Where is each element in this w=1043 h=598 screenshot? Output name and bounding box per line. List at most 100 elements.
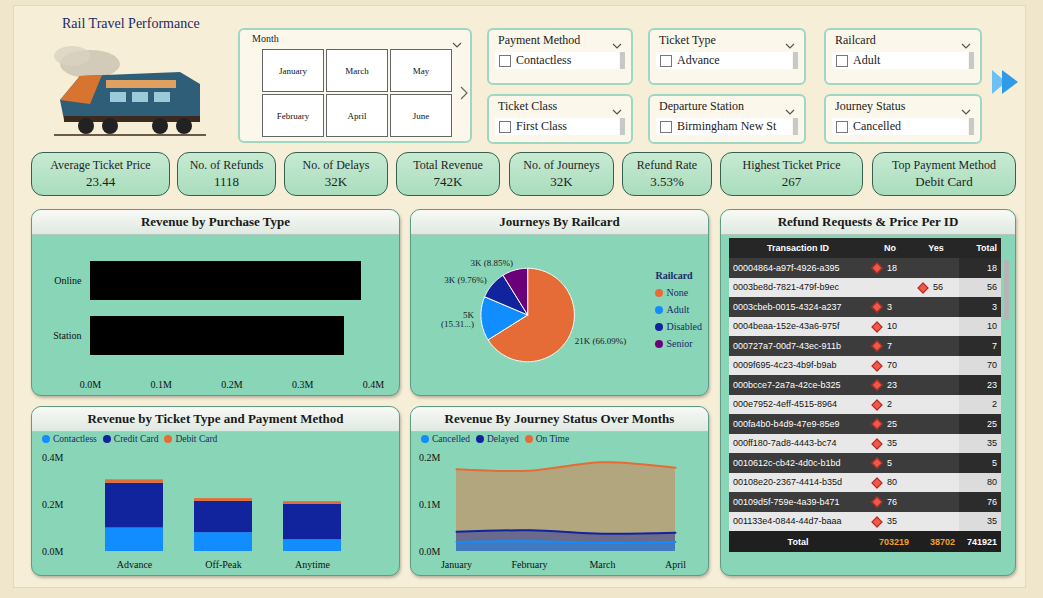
html-text:Senior: Senior	[666, 338, 693, 349]
svg-text:March: March	[589, 559, 615, 570]
html-text:First Class: First Class	[516, 119, 567, 133]
html-text:No: No	[884, 243, 896, 253]
html-text:Delayed: Delayed	[487, 434, 519, 444]
html-text:0004beaa-152e-43a6-975f: 0004beaa-152e-43a6-975f	[733, 321, 840, 332]
html-text:Total: Total	[976, 243, 997, 253]
html-text:00004864-a97f-4926-a395: 00004864-a97f-4926-a395	[733, 262, 840, 273]
html-text:Cancelled: Cancelled	[432, 434, 470, 444]
html-text:000bcce7-2a7a-42ce-b325: 000bcce7-2a7a-42ce-b325	[733, 379, 841, 390]
svg-text:Off-Peak: Off-Peak	[205, 559, 241, 570]
svg-text:0.4M: 0.4M	[42, 452, 64, 463]
html-text:March: March	[345, 65, 369, 76]
svg-text:21K (66.09%): 21K (66.09%)	[575, 336, 627, 346]
html-text:Average Ticket Price: Average Ticket Price	[50, 158, 151, 172]
html-text:000e7952-4eff-4515-8964: 000e7952-4eff-4515-8964	[733, 399, 837, 410]
svg-text:0.4M: 0.4M	[363, 379, 385, 390]
html-text:June: June	[412, 110, 430, 121]
html-text:Debit Card: Debit Card	[915, 174, 973, 189]
html-text:Payment Method: Payment Method	[498, 33, 581, 47]
html-text:Railcard: Railcard	[835, 33, 876, 47]
svg-text:Anytime: Anytime	[295, 559, 331, 570]
html-text:Departure Station: Departure Station	[659, 99, 744, 113]
html-text:No. of Refunds: No. of Refunds	[189, 158, 264, 172]
html-text:Birmingham New St: Birmingham New St	[677, 119, 777, 133]
html-text:Ticket Type: Ticket Type	[659, 33, 716, 47]
html-text:32K: 32K	[324, 174, 348, 189]
html-text:Adult: Adult	[853, 53, 881, 67]
html-text:Refund Requests & Price Per ID: Refund Requests & Price Per ID	[777, 214, 959, 229]
html-text:0003be8d-7821-479f-b9ec: 0003be8d-7821-479f-b9ec	[733, 282, 840, 293]
svg-text:0.1M: 0.1M	[419, 499, 441, 510]
html-text:00109d5f-759e-4a39-b471: 00109d5f-759e-4a39-b471	[733, 496, 840, 507]
html-text:18: 18	[887, 262, 897, 273]
html-text:Revenue by Ticket Type and Pay: Revenue by Ticket Type and Payment Metho…	[87, 411, 344, 426]
html-text:Advance: Advance	[677, 53, 720, 67]
svg-text:February: February	[511, 559, 547, 570]
html-text:Journey Status: Journey Status	[835, 99, 906, 113]
svg-text:3K (9.76%): 3K (9.76%)	[444, 275, 487, 285]
html-text:Disabled: Disabled	[666, 321, 702, 332]
svg-text:0.0M: 0.0M	[80, 379, 102, 390]
html-text:Month: Month	[252, 33, 279, 44]
svg-text:5K(15.31...): 5K(15.31...)	[441, 310, 475, 329]
html-text:Refund Rate: Refund Rate	[636, 158, 698, 172]
svg-text:Station: Station	[53, 330, 81, 341]
svg-text:3K (8.85%): 3K (8.85%)	[470, 258, 512, 268]
html-text:Journeys By Railcard: Journeys By Railcard	[499, 214, 620, 229]
html-text:Debit Card: Debit Card	[175, 434, 218, 444]
svg-text:April: April	[665, 559, 686, 570]
html-text:Rail Travel Performance: Rail Travel Performance	[62, 16, 200, 31]
html-text:February: February	[276, 110, 310, 121]
html-text:Contactless: Contactless	[516, 53, 572, 67]
html-text:Revenue By Journey Status Over: Revenue By Journey Status Over Months	[444, 411, 675, 426]
html-text:No. of Journeys: No. of Journeys	[523, 158, 600, 172]
html-text:000727a7-00d7-43ec-911b: 000727a7-00d7-43ec-911b	[733, 340, 841, 351]
html-text:0009f695-4c23-4b9f-b9ab: 0009f695-4c23-4b9f-b9ab	[733, 360, 837, 371]
svg-text:0.0M: 0.0M	[42, 546, 64, 557]
html-text:Contactless: Contactless	[53, 434, 97, 444]
html-text:23.44: 23.44	[85, 174, 116, 189]
svg-text:Advance: Advance	[117, 559, 153, 570]
html-text:32K: 32K	[550, 174, 573, 189]
svg-text:0.1M: 0.1M	[151, 379, 173, 390]
html-text:000fa4b0-b4d9-47e9-85e9: 000fa4b0-b4d9-47e9-85e9	[733, 418, 840, 429]
html-text:May: May	[412, 65, 430, 76]
svg-text:January: January	[441, 559, 472, 570]
html-text:January: January	[279, 65, 307, 76]
html-text:1118: 1118	[214, 174, 239, 189]
html-text:3.53%: 3.53%	[650, 174, 684, 189]
html-text:0010612c-cb42-4d0c-b1bd: 0010612c-cb42-4d0c-b1bd	[733, 457, 841, 468]
html-text:Cancelled: Cancelled	[853, 119, 901, 133]
html-text:267: 267	[781, 174, 802, 189]
html-text:Top Payment Method: Top Payment Method	[892, 158, 996, 172]
html-text:0003cbeb-0015-4324-a237: 0003cbeb-0015-4324-a237	[733, 301, 842, 312]
html-text:000ff180-7ad8-4443-bc74: 000ff180-7ad8-4443-bc74	[733, 438, 837, 449]
html-text:001133e4-0844-44d7-baaa: 001133e4-0844-44d7-baaa	[733, 516, 842, 527]
html-text:38702: 38702	[930, 536, 955, 547]
svg-text:0.3M: 0.3M	[292, 379, 314, 390]
html-text:Credit Card: Credit Card	[113, 434, 159, 444]
html-text:Total: Total	[787, 536, 809, 547]
html-text:Ticket Class: Ticket Class	[498, 99, 558, 113]
html-text:703219: 703219	[879, 536, 909, 547]
html-text:18: 18	[987, 262, 997, 273]
svg-text:0.0M: 0.0M	[419, 546, 441, 557]
html-text:742K: 742K	[433, 174, 463, 189]
html-text:Yes: Yes	[928, 243, 944, 253]
html-text:April: April	[347, 110, 367, 121]
html-text:On Time: On Time	[535, 434, 570, 444]
html-text:Revenue by Purchase Type: Revenue by Purchase Type	[140, 214, 291, 229]
html-text:Highest Ticket Price: Highest Ticket Price	[742, 158, 841, 172]
html-text:Adult: Adult	[666, 304, 690, 315]
svg-text:0.2M: 0.2M	[419, 452, 441, 463]
html-text:00108e20-2367-4414-b35d: 00108e20-2367-4414-b35d	[733, 477, 843, 488]
html-text:Railcard: Railcard	[655, 270, 693, 281]
svg-text:0.2M: 0.2M	[42, 499, 64, 510]
html-text:None: None	[666, 287, 689, 298]
html-text:Transaction ID: Transaction ID	[767, 243, 829, 253]
svg-text:Online: Online	[54, 275, 82, 286]
html-text:741921: 741921	[967, 536, 997, 547]
html-text:Total Revenue: Total Revenue	[413, 158, 483, 172]
html-text:No. of Delays: No. of Delays	[302, 158, 370, 172]
svg-text:0.2M: 0.2M	[221, 379, 243, 390]
